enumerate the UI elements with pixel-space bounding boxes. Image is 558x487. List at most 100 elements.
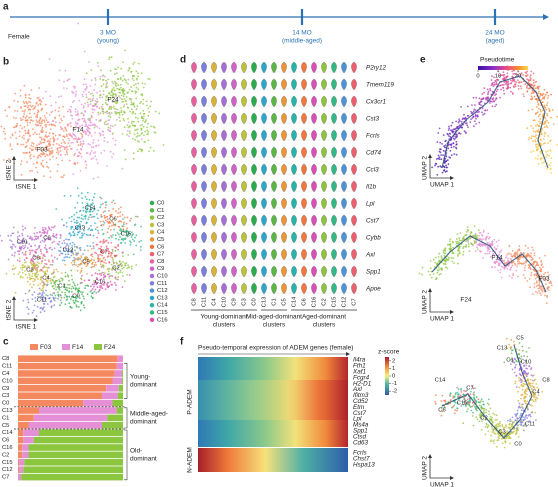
- cell-point: [467, 245, 470, 248]
- cell-point: [475, 407, 478, 410]
- cell-point: [46, 140, 49, 143]
- cluster-label: C15: [457, 401, 468, 407]
- cell-point: [534, 400, 537, 403]
- cell-point: [511, 70, 514, 73]
- cell-point: [94, 272, 97, 275]
- cell-point: [110, 242, 113, 244]
- cell-point: [77, 263, 80, 266]
- cell-point: [474, 233, 477, 235]
- cell-point: [544, 165, 547, 168]
- cell-point: [444, 247, 447, 250]
- cell-point: [46, 270, 49, 273]
- cell-point: [534, 277, 537, 280]
- cell-point: [467, 241, 470, 244]
- bar-segment: [18, 459, 20, 466]
- cell-point: [97, 111, 100, 114]
- cell-point: [118, 233, 120, 236]
- cell-point: [473, 391, 475, 394]
- cell-point: [131, 124, 134, 127]
- cell-point: [460, 405, 463, 407]
- cell-point: [89, 100, 92, 103]
- cell-point: [73, 228, 75, 231]
- cell-point: [147, 122, 149, 125]
- cell-point: [54, 125, 56, 127]
- cell-point: [444, 170, 447, 173]
- cell-point: [54, 117, 56, 120]
- cell-point: [514, 382, 517, 385]
- cell-point: [125, 229, 128, 232]
- cell-point: [86, 208, 89, 211]
- cell-point: [447, 147, 450, 150]
- cell-point: [512, 274, 514, 277]
- cell-point: [36, 264, 39, 267]
- cell-point: [536, 276, 538, 278]
- cell-point: [149, 78, 151, 80]
- cell-point: [81, 293, 83, 296]
- cell-point: [63, 283, 66, 286]
- cell-point: [435, 163, 438, 165]
- cell-point: [90, 116, 93, 119]
- cluster-label: C12: [342, 297, 348, 308]
- cell-point: [105, 219, 107, 222]
- cell-point: [507, 80, 510, 83]
- cell-point: [71, 101, 74, 103]
- cell-point: [25, 266, 28, 269]
- cell-point: [87, 143, 90, 145]
- cell-point: [497, 436, 500, 438]
- cell-point: [142, 117, 145, 120]
- cell-point: [95, 292, 98, 294]
- cell-point: [93, 285, 95, 288]
- cell-point: [538, 281, 541, 284]
- cell-point: [506, 72, 509, 75]
- violin: [281, 95, 287, 108]
- cell-point: [524, 416, 527, 419]
- cell-point: [526, 373, 529, 375]
- cell-point: [130, 70, 133, 73]
- cell-point: [467, 114, 470, 117]
- cell-point: [536, 261, 538, 264]
- bar-segment: [121, 370, 123, 377]
- cell-point: [36, 248, 39, 250]
- cell-point: [102, 108, 105, 111]
- cell-point: [28, 97, 30, 99]
- cell-point: [486, 235, 489, 238]
- cell-point: [55, 151, 58, 154]
- cell-point: [40, 162, 43, 165]
- legend-swatch: [149, 208, 155, 213]
- cell-point: [528, 278, 531, 280]
- cell-point: [526, 400, 529, 403]
- cluster-label: C5: [82, 260, 89, 266]
- cell-point: [82, 120, 85, 123]
- cell-point: [76, 112, 79, 115]
- violin: [251, 180, 257, 193]
- cell-point: [550, 167, 552, 170]
- cell-point: [11, 247, 14, 250]
- cell-point: [529, 404, 532, 406]
- cell-point: [43, 139, 46, 141]
- cell-point: [92, 108, 94, 111]
- cell-point: [538, 279, 540, 282]
- axis-arrowhead: [12, 296, 38, 322]
- cell-point: [519, 256, 522, 259]
- cell-point: [66, 87, 68, 90]
- cell-point: [83, 297, 85, 300]
- cell-point: [34, 237, 37, 240]
- cell-point: [507, 83, 510, 85]
- cell-point: [124, 264, 127, 267]
- cell-point: [491, 98, 494, 101]
- cell-point: [32, 149, 34, 151]
- violin: [331, 282, 337, 295]
- cell-point: [132, 152, 135, 155]
- cell-point: [51, 152, 53, 155]
- cell-point: [522, 74, 524, 76]
- cell-point: [126, 267, 129, 269]
- cell-point: [498, 254, 500, 257]
- cell-point: [122, 95, 125, 98]
- cell-point: [532, 249, 535, 252]
- cell-point: [81, 281, 83, 284]
- cell-point: [453, 412, 456, 415]
- violin: [271, 129, 277, 142]
- cell-point: [80, 220, 82, 223]
- cell-point: [74, 299, 77, 301]
- legend-swatch: [149, 244, 155, 249]
